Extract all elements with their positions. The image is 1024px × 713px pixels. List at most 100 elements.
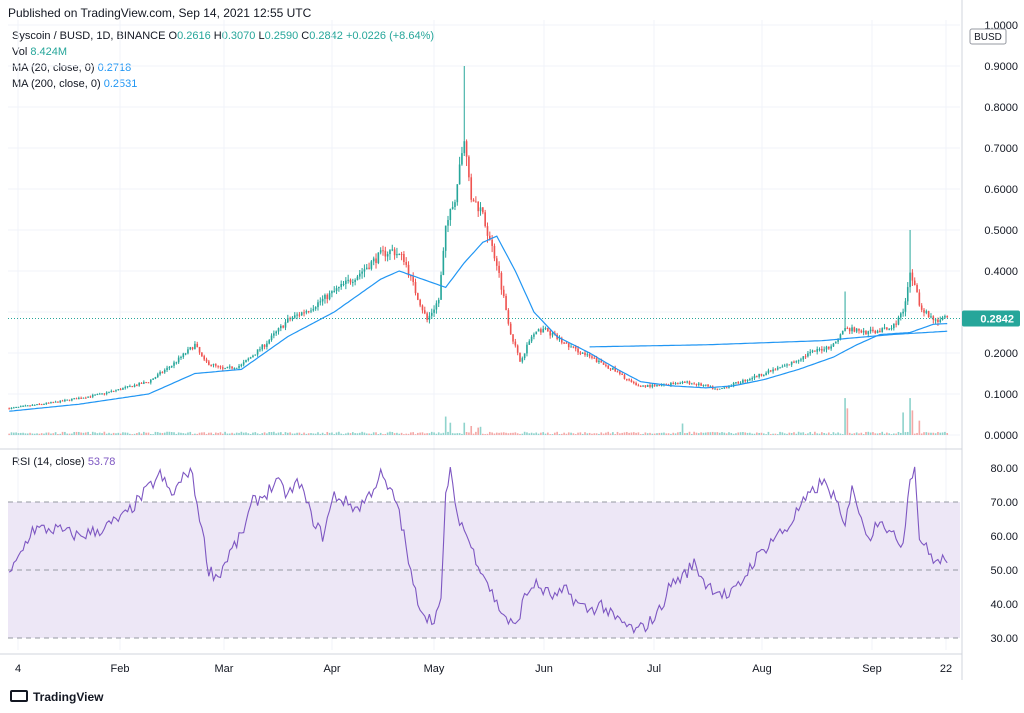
candle-body [762,375,765,377]
candle-body [774,369,777,371]
volume-bar [800,432,802,435]
candle-body [642,385,644,387]
candle-body [581,352,584,354]
volume-bar [52,433,55,435]
volume-bar [482,433,484,435]
volume-bar [437,432,440,435]
candle-body [874,330,877,334]
candle-body [881,328,884,333]
candle-body [147,382,150,384]
volume-bar [718,432,721,435]
candle-body [839,334,842,340]
volume-bar [765,434,767,435]
volume-bar [117,432,120,435]
candle-body [658,384,661,386]
legend-ma200-row[interactable]: MA (200, close, 0) 0.2531 [12,78,137,90]
candle-body [554,332,556,335]
volume-bar [33,433,36,435]
volume-bar [349,433,352,435]
candle-body [428,315,431,320]
volume-bar [64,431,66,435]
candle-body [721,388,723,390]
volume-bar [505,432,507,435]
candle-body [187,349,189,354]
candle-body [746,379,749,382]
volume-bar [491,432,493,435]
volume-bar [607,431,610,435]
candle-body [814,350,816,352]
volume-bar [628,432,630,435]
candle-body [136,385,138,387]
legend-rsi-row[interactable]: RSI (14, close) 53.78 [12,456,115,468]
volume-bar [560,433,563,435]
candle-body [609,368,612,370]
candle-body [465,141,468,157]
candle-body [263,344,266,347]
legend-symbol[interactable]: Syscoin / BUSD, 1D, BINANCE [12,30,166,42]
volume-bar [844,398,846,435]
volume-bar [881,431,884,435]
volume-bar [12,432,15,435]
axes[interactable]: 1.0000 0.9000 0.8000 0.7000 0.6000 0.5000 0.40… [15,20,1020,675]
legend-c-value: 0.2842 [309,30,343,42]
candle-body [119,389,122,391]
volume-bar [133,433,136,435]
candle-body [837,339,839,342]
footer-brand[interactable]: TradingView [10,690,103,704]
volume-bar [681,423,684,435]
candle-body [370,261,373,269]
volume-bar [94,432,96,435]
volume-bar [495,432,498,435]
volume-bar [779,431,781,435]
volume-bar [145,432,147,435]
legend-ma200-value: 0.2531 [103,78,138,90]
candle-body [256,349,259,355]
price-tick-label: 0.2000 [984,348,1018,360]
volume-bar [484,434,486,435]
candle-body [516,345,519,353]
volume-bars [8,398,949,435]
volume-bar [379,432,382,435]
volume-bar [672,432,675,435]
candle-body [862,330,865,333]
volume-bar [147,432,150,435]
candle-body [811,350,814,352]
volume-bar [911,410,914,435]
currency-label: BUSD [974,32,1002,43]
candle-body [544,328,547,330]
candle-body [651,384,654,387]
legend-volume-row[interactable]: Vol 8.424M [12,46,67,58]
candle-body [414,282,417,294]
candle-body [769,370,772,372]
volume-bar [173,432,175,435]
candle-body [43,403,45,405]
volume-bar [588,432,591,435]
candle-body [379,250,382,253]
candle-body [718,388,721,390]
volume-bar [577,432,579,435]
candle-body [832,343,835,347]
candle-body [586,354,589,356]
candle-body [168,367,171,369]
volume-bar [932,432,935,435]
candle-body [772,369,774,372]
volume-bar [456,433,459,435]
volume-bar [637,432,640,435]
volume-bar [17,433,20,435]
volume-bar [651,433,654,435]
candle-body [941,317,944,320]
candle-body [723,387,726,389]
candle-body [129,386,131,388]
candle-body [249,357,252,359]
candle-body [793,361,795,363]
volume-bar [187,432,189,435]
candle-body [273,333,275,336]
legend-ma20-row[interactable]: MA (20, close, 0) 0.2718 [12,62,131,74]
volume-bar [918,420,921,435]
volume-bar [126,432,129,435]
volume-bar [906,431,909,435]
volume-bar [600,432,603,435]
candle-body [779,367,781,369]
candle-body [639,386,642,388]
